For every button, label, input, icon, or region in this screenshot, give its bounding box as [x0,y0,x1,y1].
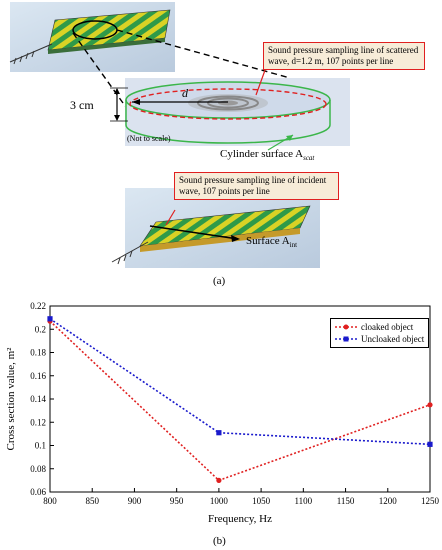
x-axis-label: Frequency, Hz [208,513,272,525]
data-point-uncloaked [427,441,433,447]
y-tick-label: 0.22 [30,301,46,311]
chart-legend: cloaked object Uncloaked object [330,318,430,348]
cross-section-chart: 800 850 900 950 1000 1050 1100 1150 1200 1250 0.06… [5,301,440,525]
legend-item-uncloaked: Uncloaked object [335,333,424,345]
series-line-uncloaked [49,318,431,446]
zoom-connector-lines [72,29,291,111]
y-tick-label: 0.08 [30,464,46,474]
x-tick-label: 1100 [294,496,312,506]
cylinder-surface-label: Cylinder surface Ascat [220,148,315,163]
legend-item-cloaked: cloaked object [335,321,424,333]
y-tick-label: 0.1 [35,441,46,451]
x-tick-label: 1250 [421,496,440,506]
bottom-board-image [111,188,320,268]
x-tick-label: 900 [128,496,142,506]
y-tick-label: 0.2 [35,324,46,334]
x-tick-label: 1000 [210,496,229,506]
surface-label: Surface Aint [246,235,298,250]
callout-scattered-wave: Sound pressure sampling line of scattere… [263,42,425,70]
caption-a: (a) [213,275,226,287]
height-label: 3 cm [70,98,94,112]
cylinder-view [110,61,350,151]
x-tick-label: 800 [43,496,57,506]
data-point-cloaked [216,477,222,483]
y-tick-label: 0.18 [30,348,46,358]
data-point-cloaked [427,402,433,408]
y-tick-label: 0.14 [30,394,46,404]
distance-label: d [182,86,188,100]
not-to-scale-label: (Not to scale) [127,134,171,143]
x-tick-label: 1150 [337,496,355,506]
callout-incident-wave: Sound pressure sampling line of incident… [174,172,339,200]
data-point-uncloaked [47,316,53,322]
x-tick-label: 950 [170,496,184,506]
y-tick-label: 0.12 [30,417,46,427]
y-tick-label: 0.16 [30,371,46,381]
x-tick-label: 1200 [379,496,398,506]
x-tick-label: 1050 [252,496,271,506]
data-point-uncloaked [216,430,222,436]
x-tick-label: 850 [85,496,99,506]
y-axis-label: Cross section value, m² [5,347,17,451]
y-tick-label: 0.06 [30,487,46,497]
caption-b: (b) [213,535,226,547]
